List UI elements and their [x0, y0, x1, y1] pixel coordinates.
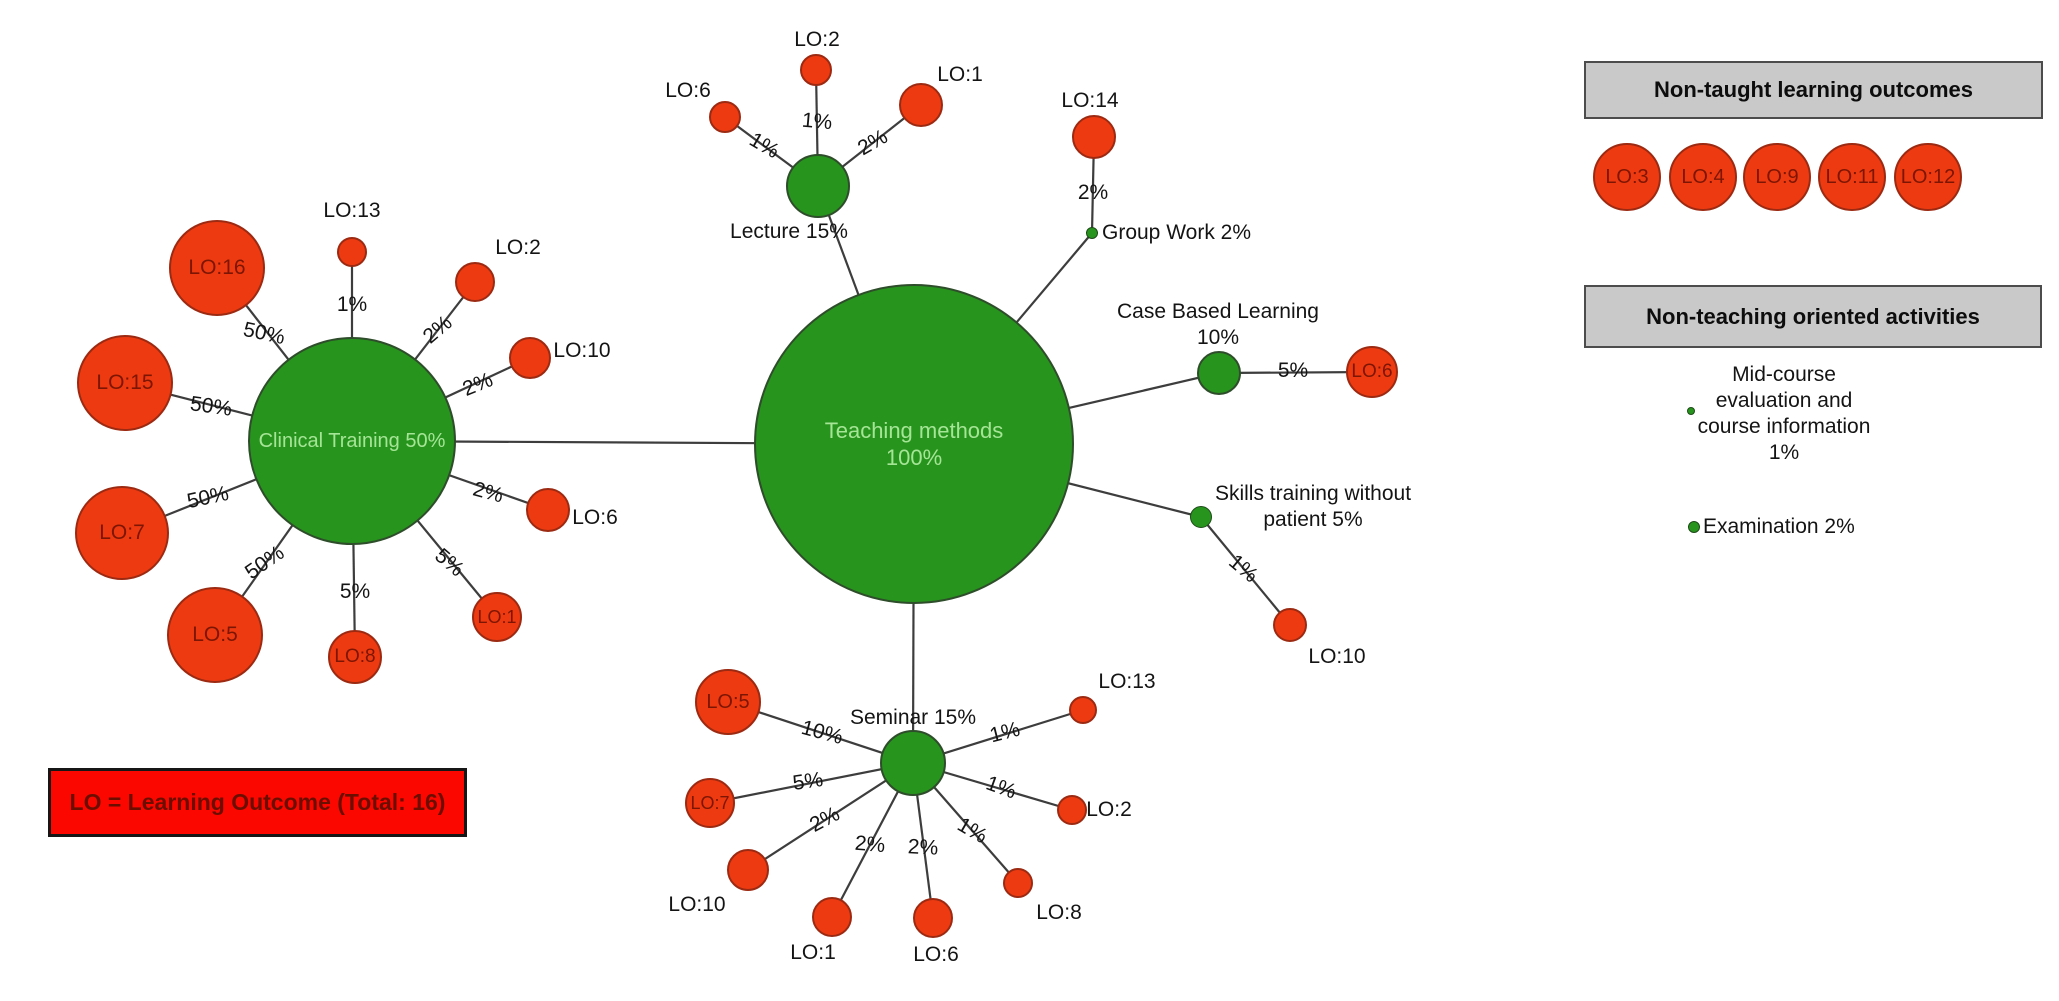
- clinical-lo16-label: LO:16: [188, 256, 246, 279]
- seminar-lo8-label: LO:8: [1036, 901, 1082, 924]
- clinical-lo1-label: LO:1: [477, 606, 517, 627]
- node-seminar-lo7: LO:7: [685, 778, 735, 828]
- non-taught-header-label: Non-taught learning outcomes: [1654, 77, 1973, 102]
- examination-dot: [1688, 521, 1700, 533]
- nontaught-lo12-label: LO:12: [1900, 165, 1956, 188]
- clinical-lo13-label: LO:13: [323, 199, 381, 222]
- clinical-training-label: Clinical Training 50%: [258, 429, 446, 452]
- edge-pct-groupwork-lo14: 2%: [1077, 181, 1109, 204]
- edge-pct-seminar-lo7: 5%: [791, 768, 825, 796]
- node-clinical-lo16: LO:16: [169, 220, 265, 316]
- non-teaching-header-label: Non-teaching oriented activities: [1646, 303, 1980, 329]
- node-case-based-learning: [1197, 351, 1241, 395]
- group-work-label: Group Work 2%: [1102, 221, 1251, 244]
- seminar-lo1-label: LO:1: [790, 941, 836, 964]
- lecture-label: Lecture 15%: [730, 220, 848, 243]
- clinical-lo5-label: LO:5: [192, 623, 238, 646]
- node-group-work-dot: [1086, 227, 1098, 239]
- node-seminar-lo5: LO:5: [695, 669, 761, 735]
- examination-label: Examination 2%: [1703, 515, 1855, 538]
- node-casebased-lo6: LO:6: [1346, 346, 1398, 398]
- node-clinical-lo6: [526, 488, 570, 532]
- midcourse-label: Mid-course evaluation and course informa…: [1697, 363, 1871, 464]
- node-lecture: [786, 154, 850, 218]
- node-nontaught-lo3: LO:3: [1593, 143, 1661, 211]
- edge-pct-clinical-lo8: 5%: [339, 580, 371, 603]
- edge-pct-casebased-lo6: 5%: [1277, 359, 1309, 382]
- node-nontaught-lo4: LO:4: [1669, 143, 1737, 211]
- node-clinical-lo7: LO:7: [75, 486, 169, 580]
- node-lecture-lo1: [899, 83, 943, 127]
- node-seminar-lo1: [812, 897, 852, 937]
- node-clinical-lo15: LO:15: [77, 335, 173, 431]
- clinical-lo10-label: LO:10: [553, 339, 611, 362]
- seminar-lo13-label: LO:13: [1098, 670, 1156, 693]
- skills-training-label: Skills training without patient 5%: [1214, 481, 1412, 531]
- node-seminar-lo2: [1057, 795, 1087, 825]
- node-seminar: [880, 730, 946, 796]
- node-teaching-methods: Teaching methods 100%: [754, 284, 1074, 604]
- clinical-lo6-label: LO:6: [572, 506, 618, 529]
- seminar-label: Seminar 15%: [849, 706, 977, 729]
- node-lecture-lo6: [709, 101, 741, 133]
- node-clinical-training: Clinical Training 50%: [248, 337, 456, 545]
- node-seminar-lo8: [1003, 868, 1033, 898]
- node-seminar-lo10: [727, 849, 769, 891]
- clinical-lo15-label: LO:15: [96, 371, 154, 394]
- lo-legend-box: LO = Learning Outcome (Total: 16): [48, 768, 467, 837]
- node-clinical-lo2: [455, 262, 495, 302]
- edge-pct-seminar-lo6: 2%: [907, 835, 939, 860]
- node-clinical-lo10: [509, 337, 551, 379]
- casebased-lo6-label: LO:6: [1351, 361, 1393, 382]
- skills-lo10-label: LO:10: [1308, 645, 1366, 668]
- clinical-lo7-label: LO:7: [99, 521, 145, 544]
- lecture-lo2-label: LO:2: [794, 28, 840, 51]
- nontaught-lo9-label: LO:9: [1755, 165, 1799, 188]
- node-skills-lo10: [1273, 608, 1307, 642]
- seminar-lo6-label: LO:6: [913, 943, 959, 966]
- midcourse-dot: [1687, 407, 1695, 415]
- lo-legend-label: LO = Learning Outcome (Total: 16): [69, 789, 446, 815]
- lecture-lo1-label: LO:1: [937, 63, 983, 86]
- groupwork-lo14-label: LO:14: [1061, 89, 1119, 112]
- node-clinical-lo8: LO:8: [328, 630, 382, 684]
- nontaught-lo4-label: LO:4: [1681, 165, 1725, 188]
- non-taught-header: Non-taught learning outcomes: [1584, 61, 2043, 119]
- clinical-lo2-label: LO:2: [495, 236, 541, 259]
- edge-pct-clinical-lo13: 1%: [336, 293, 368, 316]
- non-teaching-header: Non-teaching oriented activities: [1584, 285, 2042, 348]
- teaching-methods-label: Teaching methods 100%: [824, 417, 1004, 471]
- seminar-lo2-label: LO:2: [1086, 798, 1132, 821]
- node-lecture-lo2: [800, 54, 832, 86]
- node-clinical-lo5: LO:5: [167, 587, 263, 683]
- edge-seminar-lo7: [709, 761, 914, 805]
- node-groupwork-lo14: [1072, 115, 1116, 159]
- seminar-lo10-label: LO:10: [668, 893, 726, 916]
- node-nontaught-lo9: LO:9: [1743, 143, 1811, 211]
- node-nontaught-lo12: LO:12: [1894, 143, 1962, 211]
- node-clinical-lo1: LO:1: [472, 592, 522, 642]
- node-clinical-lo13: [337, 237, 367, 267]
- nontaught-lo3-label: LO:3: [1605, 165, 1649, 188]
- node-nontaught-lo11: LO:11: [1818, 143, 1886, 211]
- node-seminar-lo13: [1069, 696, 1097, 724]
- edge-pct-seminar-lo1: 2%: [853, 831, 887, 858]
- node-seminar-lo6: [913, 898, 953, 938]
- edge-pct-lecture-lo2: 1%: [800, 108, 834, 135]
- edge-skills-lo10: [1200, 516, 1291, 626]
- seminar-lo7-label: LO:7: [690, 792, 730, 813]
- clinical-lo8-label: LO:8: [334, 646, 376, 667]
- node-skills-training-dot: [1190, 506, 1212, 528]
- seminar-lo5-label: LO:5: [706, 690, 750, 713]
- case-based-learning-label: Case Based Learning 10%: [1117, 299, 1319, 349]
- lecture-lo6-label: LO:6: [665, 79, 711, 102]
- nontaught-lo11-label: LO:11: [1825, 165, 1879, 188]
